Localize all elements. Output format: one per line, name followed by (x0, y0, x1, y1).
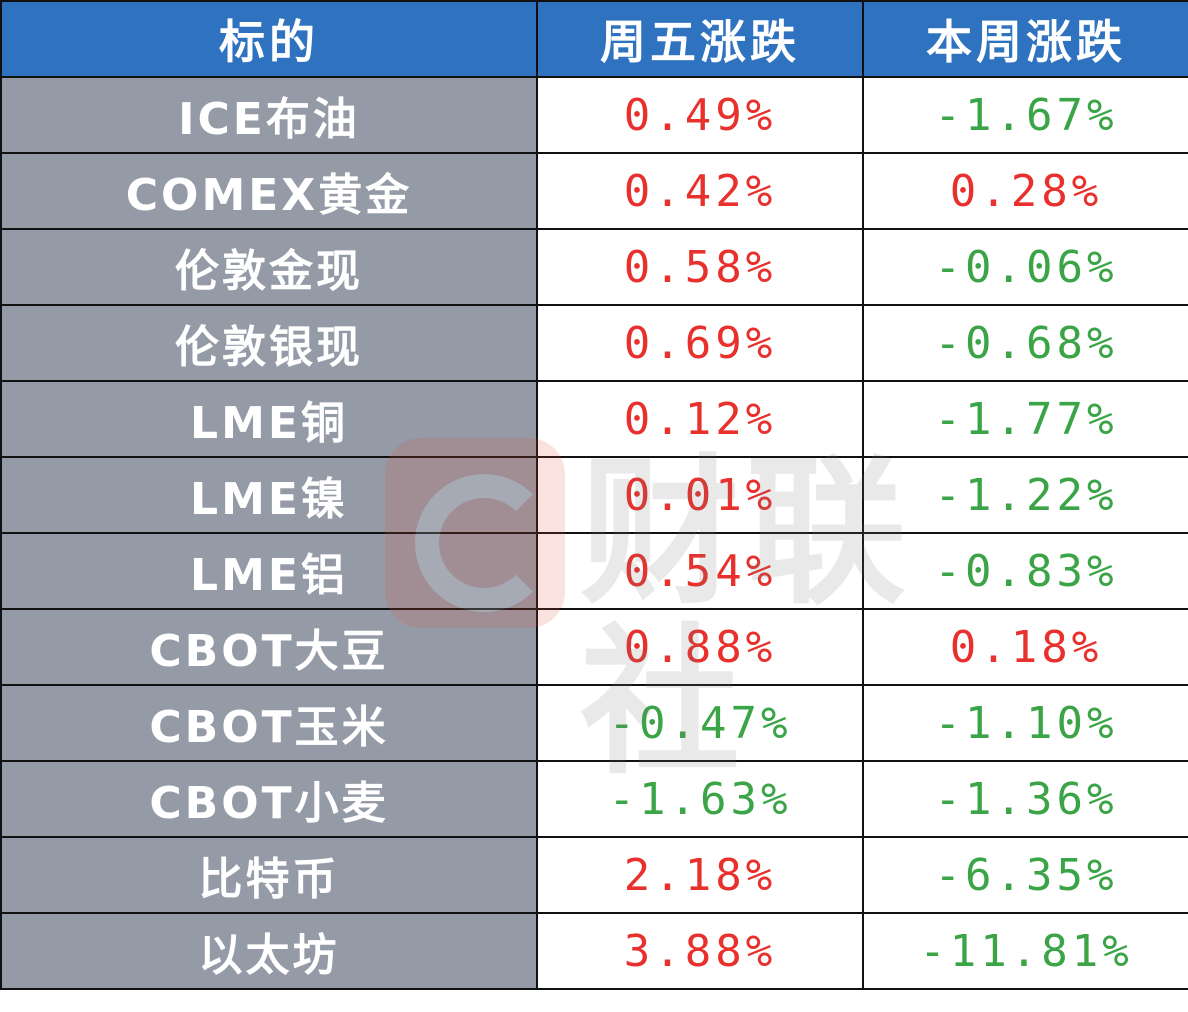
week-change-value: -1.67% (862, 76, 1188, 154)
week-change-value: -0.83% (862, 532, 1188, 610)
friday-change-value: 0.42% (536, 152, 864, 230)
header-week-change: 本周涨跌 (862, 0, 1188, 78)
header-instrument: 标的 (0, 0, 538, 78)
friday-change-value: 0.01% (536, 456, 864, 534)
week-change-value: 0.28% (862, 152, 1188, 230)
week-change-value: -1.10% (862, 684, 1188, 762)
week-change-value: -11.81% (862, 912, 1188, 990)
instrument-name: CBOT小麦 (0, 760, 538, 838)
table-row: 比特币 2.18% -6.35% (0, 836, 1188, 914)
friday-change-value: 3.88% (536, 912, 864, 990)
friday-change-value: -1.63% (536, 760, 864, 838)
table-row: CBOT玉米 -0.47% -1.10% (0, 684, 1188, 762)
price-change-table: 标的 周五涨跌 本周涨跌 ICE布油 0.49% -1.67% COMEX黄金 … (0, 0, 1188, 990)
week-change-value: -0.68% (862, 304, 1188, 382)
friday-change-value: 0.54% (536, 532, 864, 610)
table-row: CBOT小麦 -1.63% -1.36% (0, 760, 1188, 838)
table-row: LME镍 0.01% -1.22% (0, 456, 1188, 534)
instrument-name: LME镍 (0, 456, 538, 534)
header-row: 标的 周五涨跌 本周涨跌 (0, 0, 1188, 78)
table-row: COMEX黄金 0.42% 0.28% (0, 152, 1188, 230)
instrument-name: CBOT大豆 (0, 608, 538, 686)
table-row: 伦敦银现 0.69% -0.68% (0, 304, 1188, 382)
instrument-name: 伦敦银现 (0, 304, 538, 382)
friday-change-value: 0.58% (536, 228, 864, 306)
instrument-name: LME铜 (0, 380, 538, 458)
week-change-value: -1.22% (862, 456, 1188, 534)
week-change-value: -0.06% (862, 228, 1188, 306)
friday-change-value: 2.18% (536, 836, 864, 914)
table-row: LME铝 0.54% -0.83% (0, 532, 1188, 610)
instrument-name: COMEX黄金 (0, 152, 538, 230)
header-friday-change: 周五涨跌 (536, 0, 864, 78)
table-row: LME铜 0.12% -1.77% (0, 380, 1188, 458)
table-row: CBOT大豆 0.88% 0.18% (0, 608, 1188, 686)
table-row: ICE布油 0.49% -1.67% (0, 76, 1188, 154)
table-row: 伦敦金现 0.58% -0.06% (0, 228, 1188, 306)
instrument-name: LME铝 (0, 532, 538, 610)
instrument-name: CBOT玉米 (0, 684, 538, 762)
instrument-name: 伦敦金现 (0, 228, 538, 306)
week-change-value: -6.35% (862, 836, 1188, 914)
friday-change-value: 0.49% (536, 76, 864, 154)
week-change-value: -1.77% (862, 380, 1188, 458)
instrument-name: 比特币 (0, 836, 538, 914)
table-row: 以太坊 3.88% -11.81% (0, 912, 1188, 990)
friday-change-value: 0.69% (536, 304, 864, 382)
friday-change-value: 0.12% (536, 380, 864, 458)
instrument-name: 以太坊 (0, 912, 538, 990)
friday-change-value: 0.88% (536, 608, 864, 686)
instrument-name: ICE布油 (0, 76, 538, 154)
week-change-value: -1.36% (862, 760, 1188, 838)
friday-change-value: -0.47% (536, 684, 864, 762)
week-change-value: 0.18% (862, 608, 1188, 686)
